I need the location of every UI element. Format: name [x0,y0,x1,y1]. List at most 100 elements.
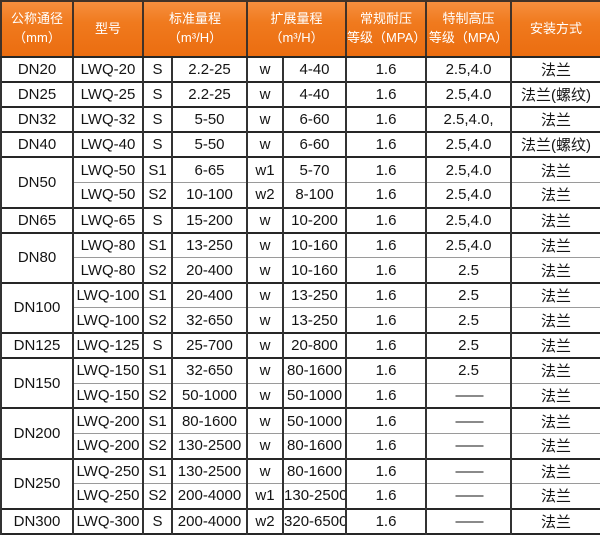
cell-standard-code: S [142,206,173,233]
header-normal-pressure-rating-line: 等级（MPA） [347,30,427,45]
cell-installation: 法兰 [510,332,600,359]
cell-extended-code: w2 [246,507,285,534]
header-extended-range: 扩展量程 （m³/H） [246,0,348,58]
cell-standard-code: S1 [142,281,173,308]
cell-installation: 法兰 [510,407,600,434]
cell-extended-range: 80-1600 [282,357,348,384]
cell-installation: 法兰 [510,156,600,183]
cell-installation: 法兰 [510,457,600,484]
cell-standard-code: S1 [142,407,173,434]
header-standard-range-line: 标准量程 [169,11,222,27]
cell-standard-range: 5-50 [170,131,249,158]
cell-extended-range: 13-250 [282,281,348,308]
cell-extended-code: w1 [246,483,285,509]
cell-normal-pressure: 1.6 [345,457,428,484]
cell-installation: 法兰(螺纹) [510,81,600,108]
cell-normal-pressure: 1.6 [345,307,428,334]
cell-special-pressure: 2.5,4.0 [425,206,513,233]
header-standard-range-line: （m³/H） [167,30,223,45]
cell-extended-code: w [246,257,285,283]
header-extended-range-line: 扩展量程 [270,11,323,27]
cell-installation: 法兰 [510,483,600,509]
cell-extended-range: 10-200 [282,206,348,233]
cell-special-pressure: 2.5,4.0 [425,231,513,258]
cell-installation: 法兰 [510,106,600,133]
cell-standard-range: 130-2500 [170,457,249,484]
header-installation-method: 安装方式 [510,0,600,58]
cell-normal-pressure: 1.6 [345,181,428,208]
cell-standard-code: S1 [142,156,173,183]
cell-standard-range: 200-4000 [170,483,249,509]
cell-standard-range: 2.2-25 [170,55,249,83]
cell-standard-code: S2 [142,432,173,459]
cell-model: LWQ-150 [72,382,144,409]
cell-standard-range: 130-2500 [170,432,249,459]
cell-standard-code: S [142,131,173,158]
cell-model: LWQ-250 [72,457,144,484]
cell-installation: 法兰 [510,507,600,534]
cell-extended-code: w2 [246,181,285,208]
cell-special-pressure: —— [425,507,513,534]
cell-model: LWQ-200 [72,407,144,434]
header-nominal-diameter: 公称通径 （mm） [0,0,74,58]
cell-installation: 法兰 [510,55,600,83]
cell-special-pressure: 2.5,4.0 [425,81,513,108]
cell-installation: 法兰 [510,181,600,208]
table-row: LWQ-50 S2 10-100 w2 8-100 1.6 2.5,4.0 法兰 [1,181,600,208]
cell-nominal-diameter: DN32 [0,106,74,133]
cell-extended-code: w [246,357,285,384]
header-extended-range-line: （m³/H） [269,30,324,45]
cell-standard-range: 15-200 [170,206,249,233]
cell-nominal-diameter: DN200 [0,407,74,459]
table-row: DN25 LWQ-25 S 2.2-25 w 4-40 1.6 2.5,4.0 法兰(螺纹) [0,81,600,108]
cell-special-pressure: —— [425,457,513,484]
cell-nominal-diameter: DN40 [0,131,74,158]
cell-extended-code: w [246,382,285,409]
cell-special-pressure: 2.5 [425,281,513,308]
cell-normal-pressure: 1.6 [345,156,428,183]
cell-extended-range: 130-2500 [282,483,348,509]
cell-model: LWQ-20 [72,55,144,83]
cell-special-pressure: —— [425,483,513,509]
cell-model: LWQ-50 [72,156,144,183]
cell-normal-pressure: 1.6 [345,281,428,308]
cell-model: LWQ-250 [72,483,144,509]
cell-model: LWQ-100 [72,281,144,308]
cell-standard-range: 50-1000 [170,382,249,409]
cell-special-pressure: 2.5 [425,357,513,384]
table-row: LWQ-200 S2 130-2500 w 80-1600 1.6 —— 法兰 [1,432,600,459]
cell-standard-code: S2 [142,483,173,509]
cell-extended-code: w [246,281,285,308]
cell-nominal-diameter: DN50 [0,156,74,208]
cell-installation: 法兰(螺纹) [510,131,600,158]
cell-model: LWQ-80 [72,231,144,258]
table-row: LWQ-250 S2 200-4000 w1 130-2500 1.6 —— 法兰 [1,483,600,509]
cell-special-pressure: 2.5 [425,307,513,334]
cell-model: LWQ-50 [72,181,144,208]
cell-standard-code: S [142,507,173,534]
cell-extended-code: w1 [246,156,285,183]
cell-installation: 法兰 [510,281,600,308]
cell-normal-pressure: 1.6 [345,81,428,108]
cell-normal-pressure: 1.6 [345,131,428,158]
table-row: DN300 LWQ-300 S 200-4000 w2 320-6500 1.6 —— 法兰 [0,507,600,534]
table-row: DN125 LWQ-125 S 25-700 w 20-800 1.6 2.5 法兰 [0,332,600,359]
cell-standard-code: S [142,332,173,359]
table-body: DN20 LWQ-20 S 2.2-25 w 4-40 1.6 2.5,4.0 法兰 DN25 LW… [0,55,600,534]
cell-normal-pressure: 1.6 [345,407,428,434]
table-row: DN100 LWQ-100 S1 20-400 w 13-250 1.6 2.5 法兰 [0,281,600,334]
header-nominal-diameter-line: 公称通径 [10,11,63,27]
cell-model: LWQ-100 [72,307,144,334]
cell-standard-range: 13-250 [170,231,249,258]
table-row: LWQ-100 S2 32-650 w 13-250 1.6 2.5 法兰 [1,307,600,334]
cell-extended-range: 4-40 [282,55,348,83]
table-row: DN50 LWQ-50 S1 6-65 w1 5-70 1.6 2.5,4.0 法兰 [0,156,600,208]
cell-standard-code: S2 [142,181,173,208]
cell-extended-range: 10-160 [282,257,348,283]
cell-installation: 法兰 [510,357,600,384]
table-row: DN32 LWQ-32 S 5-50 w 6-60 1.6 2.5,4.0, 法兰 [0,106,600,133]
cell-extended-range: 50-1000 [282,407,348,434]
cell-extended-range: 320-6500 [282,507,348,534]
cell-extended-range: 10-160 [282,231,348,258]
